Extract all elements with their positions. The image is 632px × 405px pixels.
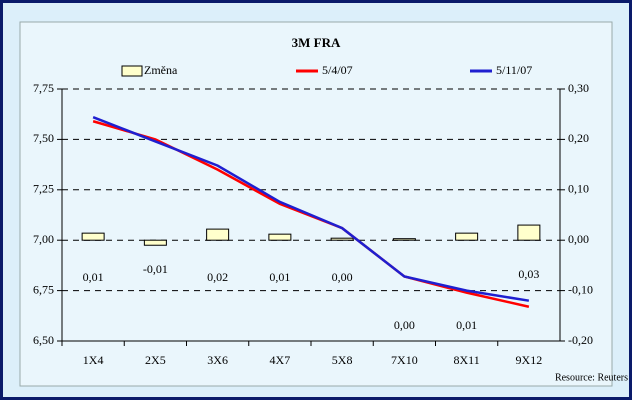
chart-area (19, 21, 613, 387)
data-label: 0,00 (394, 318, 415, 332)
data-label: 0,00 (332, 270, 353, 284)
bar (330, 237, 354, 241)
data-label: 0,03 (518, 267, 539, 281)
x-tick-label: 1X4 (83, 353, 104, 367)
y2-tick-label: 0,20 (568, 131, 589, 145)
data-label: 0,01 (83, 270, 104, 284)
y2-tick-label: 0,10 (568, 182, 589, 196)
bar (206, 228, 230, 241)
data-label: 0,02 (207, 270, 228, 284)
line (92, 116, 530, 302)
y-tick-label: 7,50 (33, 131, 54, 145)
bar (455, 232, 479, 241)
source: Resource: Reuters (555, 372, 628, 383)
y2-tick-label: -0,10 (568, 282, 593, 296)
data-label: 0,01 (456, 318, 477, 332)
bar (392, 238, 416, 241)
y2-tick-label: 0,30 (568, 81, 589, 95)
x-tick-label: 9X12 (516, 353, 543, 367)
data-label: 0,01 (269, 270, 290, 284)
bar (268, 233, 292, 241)
y-tick-label: 6,50 (33, 333, 54, 347)
legend-label: 5/4/07 (322, 63, 353, 77)
x-tick-label: 5X8 (332, 353, 353, 367)
bar (81, 232, 105, 241)
y-tick-label: 7,25 (33, 182, 54, 196)
x-tick-label: 8X11 (454, 353, 480, 367)
legend-swatch (121, 65, 143, 77)
y-tick-label: 6,75 (33, 282, 54, 296)
y-tick-label: 7,75 (33, 81, 54, 95)
x-tick-label: 7X10 (391, 353, 418, 367)
y2-tick-label: -0,20 (568, 333, 593, 347)
x-tick-label: 4X7 (270, 353, 291, 367)
y-tick-label: 7,00 (33, 232, 54, 246)
bar (143, 239, 167, 246)
y2-tick-label: 0,00 (568, 232, 589, 246)
legend-label: Změna (144, 63, 178, 77)
x-tick-label: 2X5 (145, 353, 166, 367)
bar (517, 224, 541, 241)
legend-label: 5/11/07 (496, 63, 532, 77)
data-label: -0,01 (143, 262, 168, 276)
x-tick-label: 3X6 (207, 353, 228, 367)
chart-title: 3M FRA (292, 35, 341, 50)
